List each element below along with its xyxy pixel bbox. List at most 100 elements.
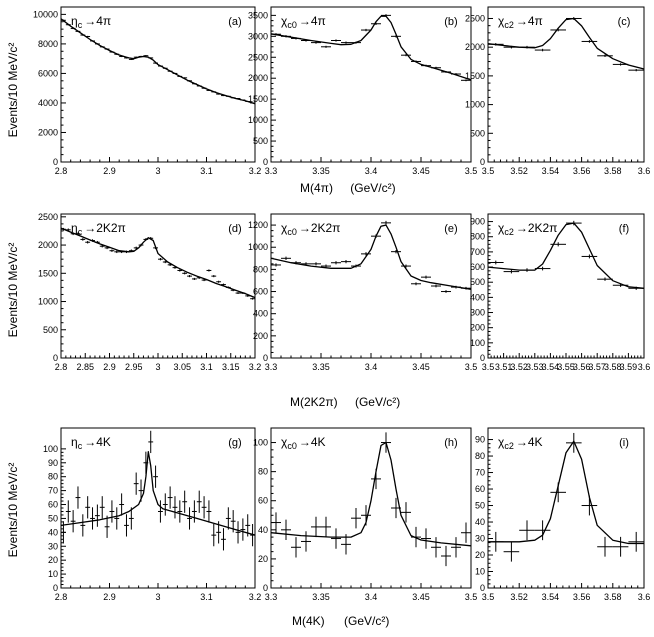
xlabel-row2-quantity: M(2K2π)	[290, 395, 338, 409]
x-tick-label: 3.52	[510, 362, 528, 372]
data-point	[225, 507, 231, 530]
data-point	[187, 507, 192, 530]
y-tick-label: 2000	[465, 42, 485, 52]
x-tick-label: 3.53	[526, 362, 544, 372]
y-tick-label: 6000	[38, 68, 58, 78]
y-tick-label: 400	[253, 309, 268, 319]
x-tick-label: 3.1	[200, 166, 213, 176]
x-tick-label: 2.8	[55, 166, 68, 176]
panel-b-fit-curve	[270, 15, 472, 81]
data-point	[534, 520, 551, 541]
x-tick-label: 3.5	[465, 362, 478, 372]
data-point	[148, 430, 154, 454]
x-tick-label: 3.35	[312, 592, 330, 602]
data-point	[94, 504, 100, 527]
data-point	[291, 537, 301, 558]
title-decay: 4K	[96, 435, 111, 449]
data-point	[187, 275, 192, 278]
data-point	[211, 524, 217, 547]
x-tick-label: 3.3	[265, 362, 278, 372]
y-tick-label: 2500	[248, 52, 268, 62]
data-point	[114, 250, 120, 254]
y-tick-label: 10	[475, 567, 485, 577]
y-tick-label: 0	[480, 353, 485, 363]
y-tick-label: 100	[43, 444, 58, 454]
title-subscript: c0	[287, 20, 297, 30]
y-tick-label: 700	[470, 247, 485, 257]
panel-h-frame	[270, 427, 472, 589]
y-tick-label: 0	[53, 583, 58, 593]
y-tick-label: 2000	[38, 127, 58, 137]
data-point	[240, 518, 246, 541]
x-tick-label: 2.9	[103, 592, 116, 602]
y-tick-label: 500	[43, 325, 58, 335]
x-tick-label: 3.2	[249, 362, 262, 372]
panel-d-frame	[60, 213, 256, 359]
y-tick-label: 200	[470, 323, 485, 333]
y-tick-label: 600	[253, 287, 268, 297]
data-point	[597, 54, 613, 58]
x-tick-label: 3.35	[312, 166, 330, 176]
title-particle: χ	[281, 221, 288, 235]
title-decay: 4K	[311, 435, 326, 449]
panel-i-title: χc2 →4K	[498, 435, 543, 451]
xlabel-row1-quantity: M(4π)	[300, 181, 333, 195]
data-point	[250, 297, 255, 300]
data-point	[311, 516, 321, 538]
data-point	[85, 240, 91, 244]
row-labels: Events/10 MeV/c² Events/10 MeV/c² Events…	[6, 43, 400, 628]
title-subscript: c	[78, 227, 83, 237]
data-point	[441, 545, 451, 567]
panel-h: 3.3 3.35 3.4 3.45 3.5 0 20 40 60 80 100 χc0 →4K (h)	[253, 427, 477, 602]
title-decay: 4π	[311, 14, 326, 28]
panel-d-points	[61, 227, 255, 300]
y-tick-label: 10	[48, 569, 58, 579]
y-tick-label: 1000	[465, 100, 485, 110]
y-tick-label: 80	[258, 467, 268, 477]
data-point	[341, 41, 351, 44]
y-tick-label: 60	[258, 496, 268, 506]
data-point	[119, 493, 125, 516]
y-tick-label: 400	[470, 292, 485, 302]
xlabel-row1-unit: (GeV/c²)	[350, 181, 395, 195]
y-tick-label: 1500	[465, 71, 485, 81]
y-tick-label: 1200	[248, 220, 268, 230]
y-tick-label: 1500	[38, 268, 58, 278]
y-tick-label: 70	[48, 486, 58, 496]
data-point	[80, 238, 86, 241]
y-tick-label: 0	[263, 583, 268, 593]
data-point	[158, 500, 163, 523]
data-point	[431, 284, 441, 288]
data-point	[128, 507, 134, 530]
title-subscript: c	[78, 441, 83, 451]
y-tick-label: 40	[475, 517, 485, 527]
data-point	[301, 531, 311, 552]
data-point	[461, 522, 471, 543]
title-arrow: →	[299, 435, 311, 449]
title-particle: η	[71, 221, 78, 235]
title-subscript: c2	[504, 227, 514, 237]
title-arrow: →	[299, 14, 311, 28]
title-subscript: c2	[504, 441, 514, 451]
data-point	[182, 272, 188, 275]
data-point	[80, 514, 86, 537]
ylabel-row3: Events/10 MeV/c²	[6, 463, 20, 558]
data-point	[104, 515, 110, 538]
panel-g-fit-curve	[60, 451, 256, 536]
y-tick-label: 30	[48, 541, 58, 551]
x-tick-label: 3.5	[482, 592, 495, 602]
xlabel-row3-quantity: M(4K)	[292, 614, 325, 628]
y-tick-label: 900	[470, 217, 485, 227]
title-arrow: →	[516, 14, 528, 28]
panel-i-frame	[487, 427, 645, 589]
data-point	[321, 45, 331, 48]
data-point	[503, 541, 520, 562]
y-tick-label: 20	[48, 555, 58, 565]
data-point	[172, 496, 178, 519]
data-point	[167, 486, 173, 509]
y-tick-label: 2500	[465, 13, 485, 23]
data-point	[566, 432, 582, 453]
title-arrow: →	[299, 221, 311, 235]
